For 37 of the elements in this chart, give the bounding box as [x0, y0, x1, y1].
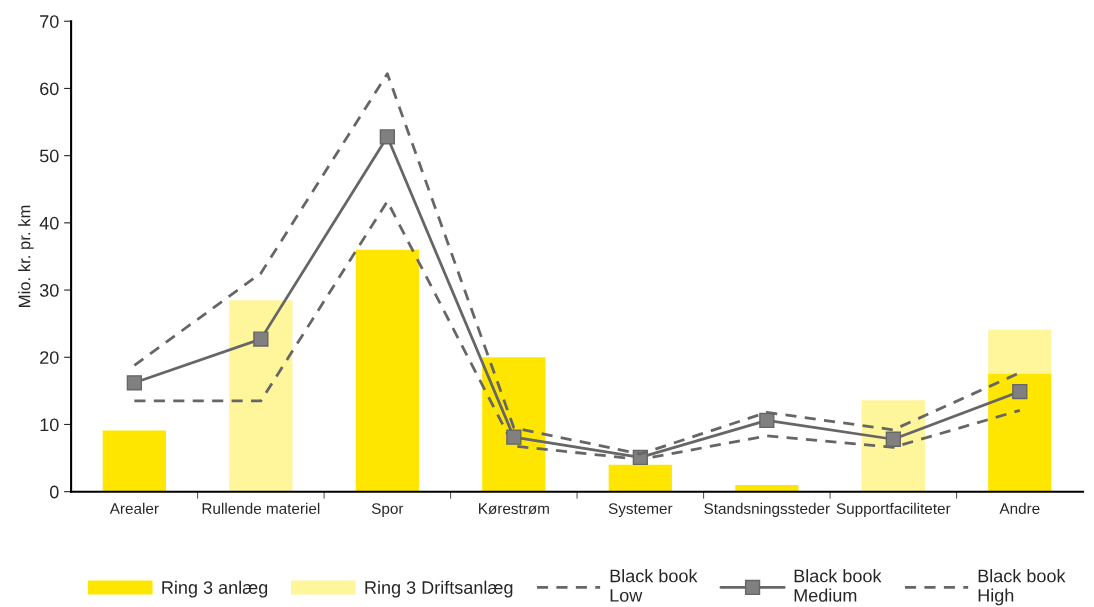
x-tick-label: Arealer	[109, 502, 159, 514]
y-axis-title: Mio. kr. pr. km	[18, 205, 34, 307]
bar	[355, 249, 419, 492]
bar	[988, 329, 1052, 374]
bar	[861, 400, 925, 492]
x-tick-label: Supportfaciliteter	[836, 502, 951, 518]
y-tick-label: 60	[40, 82, 59, 96]
y-tick-label: 20	[40, 351, 59, 364]
x-tick-label: Spor	[371, 503, 404, 518]
y-tick-label: 50	[39, 149, 59, 163]
bar	[229, 300, 293, 492]
bar	[608, 464, 672, 492]
y-tick-label: 70	[40, 15, 59, 28]
point	[1012, 383, 1028, 400]
legend-label: Ring 3 anlæg	[162, 580, 268, 598]
legend-label: Ring 3 Driftsanlæg	[365, 580, 513, 598]
point	[253, 331, 269, 347]
x-tick-label: Standsningssteder	[704, 502, 830, 518]
y-tick-label: 40	[39, 216, 59, 230]
bar	[102, 430, 166, 492]
point	[759, 412, 775, 429]
x-tick-label: Rullende materiel	[202, 502, 320, 514]
legend-label: Black book Medium	[794, 569, 882, 602]
x-tick-label: Kørestrøm	[479, 503, 549, 515]
y-tick-label: 0	[49, 485, 59, 499]
point	[885, 431, 901, 447]
x-tick-label: Systemer	[608, 503, 673, 518]
y-tick-label: 30	[39, 283, 59, 297]
point	[506, 429, 522, 445]
legend-label: Black book Low	[610, 569, 698, 602]
bar	[988, 373, 1052, 492]
point	[379, 129, 395, 145]
y-tick-label: 10	[40, 418, 59, 432]
bar	[482, 357, 546, 492]
legend-label: Black book High	[978, 569, 1066, 606]
point	[126, 375, 142, 391]
x-tick-label: Andre	[999, 502, 1040, 514]
